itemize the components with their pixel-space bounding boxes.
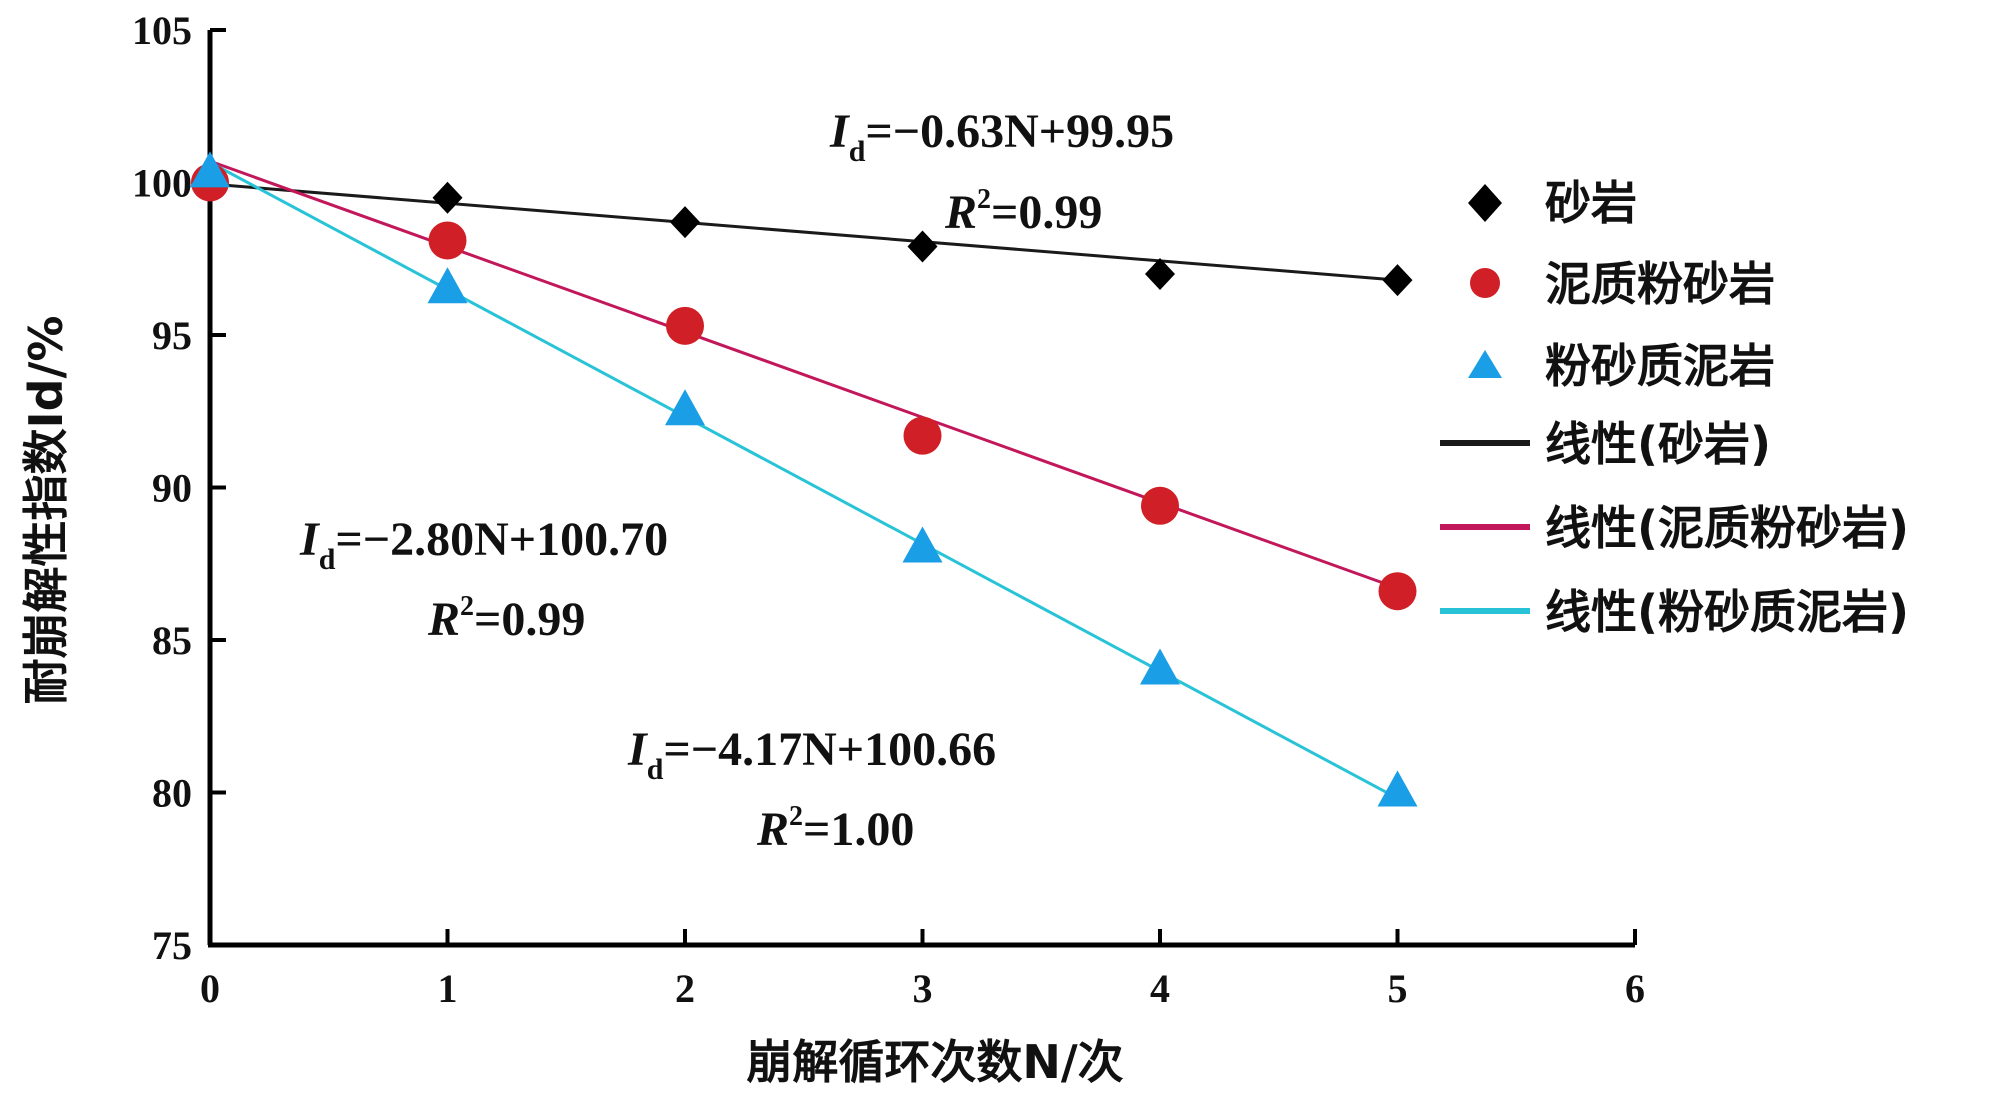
point-sandstone <box>907 230 938 263</box>
legend-item-fit-silty-mudstone: 线性(粉砂质泥岩) <box>1440 585 1909 639</box>
equation-silty-mudstone: Id=−4.17N+100.66 R2=1.00 <box>627 723 996 856</box>
legend-item-sandstone: 砂岩 <box>1468 176 1637 230</box>
point-sandstone <box>670 206 700 239</box>
x-tick-label: 4 <box>1150 966 1170 1011</box>
fit-line-argillaceous-siltstone <box>209 159 1399 590</box>
point-silty-mudstone <box>1377 770 1418 807</box>
legend-item-fit-sandstone: 线性(砂岩) <box>1440 417 1771 471</box>
point-sandstone <box>1145 258 1175 290</box>
point-sandstone <box>432 181 463 214</box>
svg-text:R2=0.99: R2=0.99 <box>427 591 585 646</box>
point-silty-mudstone <box>902 526 943 563</box>
point-sandstone <box>1382 264 1413 297</box>
point-argillaceous-siltstone <box>903 416 942 455</box>
point-silty-mudstone <box>665 389 705 426</box>
svg-text:线性(砂岩): 线性(砂岩) <box>1545 417 1771 471</box>
svg-text:R2=0.99: R2=0.99 <box>944 184 1102 239</box>
point-argillaceous-siltstone <box>666 306 704 345</box>
svg-text:砂岩: 砂岩 <box>1545 176 1637 230</box>
x-tick-label: 2 <box>675 966 695 1011</box>
y-tick-label: 105 <box>132 8 192 53</box>
y-tick-label: 95 <box>152 313 192 358</box>
legend-item-argillaceous-siltstone: 泥质粉砂岩 <box>1470 257 1775 311</box>
point-silty-mudstone <box>190 151 230 188</box>
point-argillaceous-siltstone <box>1141 486 1179 525</box>
svg-text:线性(泥质粉砂岩): 线性(泥质粉砂岩) <box>1545 501 1909 555</box>
equation-sandstone: Id=−0.63N+99.95 R2=0.99 <box>829 105 1174 239</box>
x-axis-title: 崩解循环次数N/次 <box>746 1035 1123 1089</box>
svg-text:Id=−4.17N+100.66: Id=−4.17N+100.66 <box>627 723 996 786</box>
point-silty-mudstone <box>427 267 468 304</box>
svg-text:粉砂质泥岩: 粉砂质泥岩 <box>1545 339 1775 393</box>
svg-text:R2=1.00: R2=1.00 <box>756 801 914 856</box>
x-tick-label: 0 <box>200 966 220 1011</box>
fit-line-sandstone <box>209 182 1398 282</box>
y-tick-label: 100 <box>132 161 192 206</box>
legend-item-silty-mudstone: 粉砂质泥岩 <box>1468 339 1775 393</box>
svg-text:泥质粉砂岩: 泥质粉砂岩 <box>1545 257 1775 311</box>
y-tick-label: 85 <box>152 618 192 663</box>
fit-lines <box>209 159 1399 800</box>
legend: 砂岩 泥质粉砂岩 粉砂质泥岩 线性(砂岩) 线性(泥质粉砂岩) 线性(粉砂质泥岩… <box>1440 176 1909 639</box>
y-tick-label: 90 <box>152 466 192 511</box>
x-tick-label: 3 <box>913 966 933 1011</box>
fit-line-silty-mudstone <box>209 161 1399 800</box>
svg-text:线性(粉砂质泥岩): 线性(粉砂质泥岩) <box>1545 585 1909 639</box>
y-tick-label: 80 <box>152 771 192 816</box>
axes: 0 1 2 3 4 5 6 75 80 85 90 95 100 105 <box>132 8 1645 1011</box>
equation-argillaceous-siltstone: Id=−2.80N+100.70 R2=0.99 <box>299 513 668 646</box>
legend-item-fit-argillaceous-siltstone: 线性(泥质粉砂岩) <box>1440 501 1909 555</box>
data-points <box>190 151 1418 807</box>
y-axis-title: 耐崩解性指数Id/% <box>19 316 73 705</box>
point-argillaceous-siltstone <box>428 221 467 260</box>
x-tick-label: 6 <box>1625 966 1645 1011</box>
svg-text:Id=−0.63N+99.95: Id=−0.63N+99.95 <box>829 105 1174 168</box>
x-tick-label: 1 <box>438 966 458 1011</box>
point-argillaceous-siltstone <box>1378 572 1417 611</box>
point-silty-mudstone <box>1140 648 1180 685</box>
y-tick-label: 75 <box>152 923 192 968</box>
svg-text:Id=−2.80N+100.70: Id=−2.80N+100.70 <box>299 513 668 576</box>
x-tick-label: 5 <box>1388 966 1408 1011</box>
